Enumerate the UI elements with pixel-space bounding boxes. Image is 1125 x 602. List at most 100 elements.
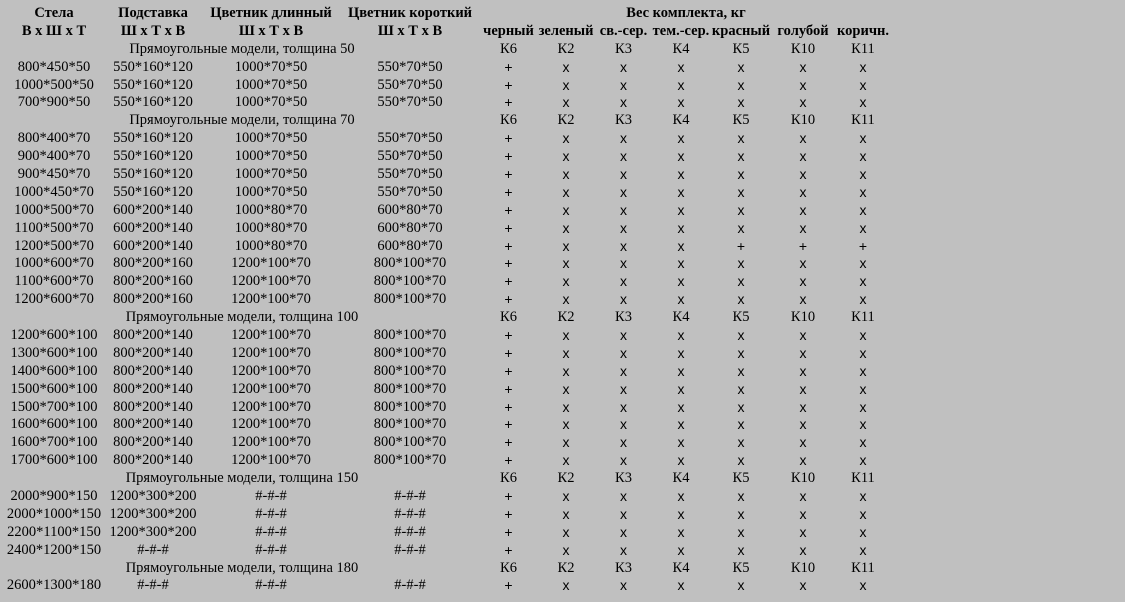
cell-availability: +: [504, 416, 513, 433]
cell-availability: x: [677, 541, 685, 558]
color-header: черный: [483, 22, 534, 39]
cell-cvetnik-long: 1000*80*70: [234, 201, 308, 218]
cell-cvetnik-short: 550*70*50: [377, 148, 443, 165]
cell-podstavka: 800*200*140: [113, 452, 193, 469]
cell-availability: +: [504, 326, 513, 343]
cell-availability: +: [504, 487, 513, 504]
header-cvetnik-long: Цветник длинный: [210, 4, 332, 21]
cell-availability: x: [677, 326, 685, 343]
cell-cvetnik-short: #-#-#: [394, 523, 426, 540]
cell-availability: x: [737, 577, 745, 594]
cell-availability: x: [677, 362, 685, 379]
cell-availability: x: [737, 201, 745, 218]
cell-availability: x: [620, 362, 627, 379]
cell-availability: x: [562, 434, 570, 451]
cell-availability: x: [799, 487, 807, 504]
color-header: голубой: [777, 22, 829, 39]
cell-availability: x: [737, 416, 745, 433]
cell-availability: +: [504, 219, 513, 236]
table-row: 1000*450*70 550*160*120 1000*70*50 550*70*5…: [4, 183, 892, 201]
cell-availability: x: [859, 452, 867, 469]
cell-cvetnik-long: 1000*80*70: [234, 237, 308, 254]
cell-availability: x: [562, 148, 570, 165]
table-row: 1600*700*100 800*200*140 1200*100*70 800*10…: [4, 433, 892, 451]
cell-availability: x: [859, 219, 867, 236]
cell-podstavka: 800*200*140: [113, 398, 193, 415]
cell-availability: +: [504, 505, 513, 522]
cell-availability: x: [677, 577, 685, 594]
cell-availability: +: [504, 344, 513, 361]
cell-availability: +: [504, 577, 513, 594]
table-body: Стела Подставка Цветник длинный Цветник …: [4, 4, 892, 594]
cell-availability: +: [504, 94, 513, 111]
cell-availability: x: [737, 344, 745, 361]
cell-availability: x: [859, 273, 867, 290]
cell-availability: x: [737, 326, 745, 343]
cell-availability: +: [504, 291, 513, 308]
cell-availability: x: [620, 201, 627, 218]
cell-availability: x: [677, 505, 685, 522]
cell-availability: x: [620, 130, 627, 147]
cell-availability: +: [504, 183, 513, 200]
cell-availability: x: [799, 344, 807, 361]
color-code: К10: [790, 559, 816, 576]
cell-cvetnik-short: 550*70*50: [377, 165, 443, 182]
cell-availability: x: [677, 255, 685, 272]
cell-cvetnik-short: 600*80*70: [377, 201, 443, 218]
cell-availability: x: [737, 94, 745, 111]
cell-cvetnik-short: 600*80*70: [377, 219, 443, 236]
cell-stela: 1500*700*100: [10, 398, 98, 415]
cell-availability: x: [799, 219, 807, 236]
cell-availability: x: [620, 165, 627, 182]
cell-cvetnik-short: 800*100*70: [373, 416, 447, 433]
header-dims-podstavka: Ш х Т х В: [120, 22, 186, 39]
color-code: К11: [851, 309, 875, 326]
cell-availability: +: [504, 58, 513, 75]
cell-podstavka: 800*200*140: [113, 362, 193, 379]
section-header-row: Прямоугольные модели, толщина 70 К6 К2 К3 К4…: [4, 111, 892, 129]
cell-availability: x: [859, 165, 867, 182]
cell-cvetnik-short: 550*70*50: [377, 183, 443, 200]
cell-cvetnik-short: 800*100*70: [373, 255, 447, 272]
cell-availability: x: [562, 183, 570, 200]
cell-availability: x: [677, 344, 685, 361]
cell-availability: x: [737, 165, 745, 182]
cell-availability: +: [504, 541, 513, 558]
cell-availability: x: [859, 505, 867, 522]
cell-availability: +: [504, 398, 513, 415]
cell-availability: x: [677, 219, 685, 236]
cell-availability: x: [562, 291, 570, 308]
color-header: красный: [711, 22, 771, 39]
header-stela: Стела: [34, 4, 74, 21]
cell-availability: x: [562, 452, 570, 469]
cell-cvetnik-long: #-#-#: [255, 523, 287, 540]
cell-stela: 700*900*50: [17, 94, 91, 111]
table-row: 2400*1200*150 #-#-# #-#-# #-#-# + x x x x x x: [4, 541, 892, 559]
cell-availability: +: [504, 201, 513, 218]
cell-availability: x: [562, 237, 570, 254]
cell-cvetnik-long: #-#-#: [255, 541, 287, 558]
cell-podstavka: 600*200*140: [113, 219, 193, 236]
cell-stela: 900*400*70: [17, 148, 91, 165]
cell-stela: 1200*500*70: [14, 237, 94, 254]
cell-availability: +: [504, 434, 513, 451]
cell-availability: x: [799, 255, 807, 272]
cell-availability: x: [677, 130, 685, 147]
cell-stela: 1000*600*70: [14, 255, 94, 272]
cell-stela: 800*400*70: [17, 130, 91, 147]
cell-availability: x: [737, 130, 745, 147]
color-code: К11: [851, 40, 875, 57]
cell-availability: x: [737, 219, 745, 236]
section-title: Прямоугольные модели, толщина 100: [125, 309, 359, 326]
cell-availability: x: [620, 58, 627, 75]
cell-availability: x: [562, 487, 570, 504]
cell-availability: x: [859, 344, 867, 361]
cell-cvetnik-long: 1200*100*70: [231, 326, 311, 343]
color-code: К4: [672, 40, 690, 57]
cell-cvetnik-short: 800*100*70: [373, 326, 447, 343]
cell-availability: x: [859, 94, 867, 111]
cell-availability: x: [799, 452, 807, 469]
cell-availability: x: [562, 58, 570, 75]
table-row: 1000*500*50 550*160*120 1000*70*50 550*70*5…: [4, 76, 892, 94]
cell-availability: x: [859, 362, 867, 379]
